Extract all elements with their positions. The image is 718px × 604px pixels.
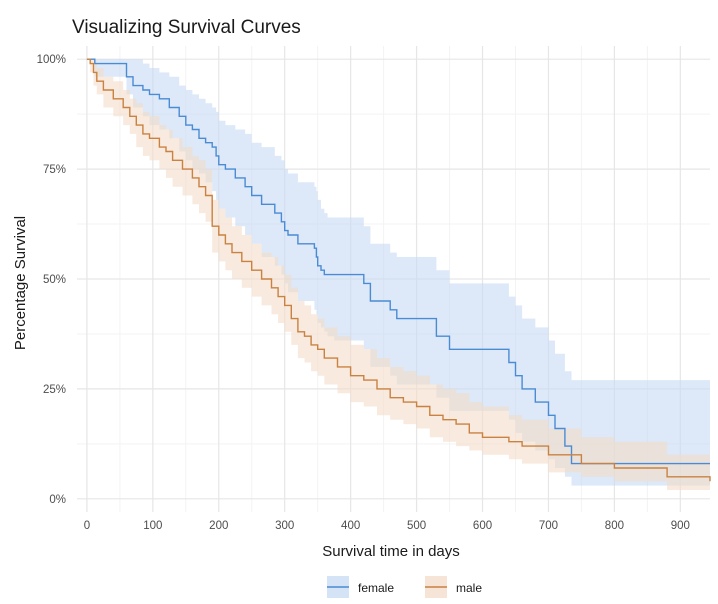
x-axis-title: Survival time in days [322, 543, 460, 560]
x-tick-label: 500 [407, 520, 426, 532]
x-tick-label: 900 [671, 520, 690, 532]
x-tick-label: 600 [473, 520, 492, 532]
survival-lines [86, 58, 711, 482]
x-axis-tick-labels: 0 100 200 300 400 500 600 700 800 900 [84, 520, 690, 532]
confidence-bands [86, 59, 710, 490]
y-tick-label: 25% [43, 384, 66, 396]
x-tick-label: 800 [605, 520, 624, 532]
chart-title: Visualizing Survival Curves [72, 17, 301, 38]
female-survival-line [86, 58, 710, 465]
x-tick-label: 300 [275, 520, 294, 532]
y-tick-label: 0% [49, 494, 66, 506]
x-tick-label: 700 [539, 520, 558, 532]
female-confidence-band [86, 59, 710, 486]
male-legend-label: male [456, 581, 482, 595]
x-tick-label: 400 [341, 520, 360, 532]
y-axis-title: Percentage Survival [12, 216, 29, 350]
x-tick-label: 200 [209, 520, 228, 532]
y-tick-label: 75% [43, 164, 66, 176]
y-tick-label: 100% [37, 54, 66, 66]
y-axis-tick-labels: 0% 25% 50% 75% 100% [37, 54, 66, 506]
y-tick-label: 50% [43, 274, 66, 286]
female-legend-label: female [358, 581, 394, 595]
legend: female male [327, 576, 482, 598]
x-tick-label: 100 [143, 520, 162, 532]
male-survival-line [86, 58, 711, 482]
male-confidence-band [86, 59, 710, 490]
x-tick-label: 0 [84, 520, 90, 532]
